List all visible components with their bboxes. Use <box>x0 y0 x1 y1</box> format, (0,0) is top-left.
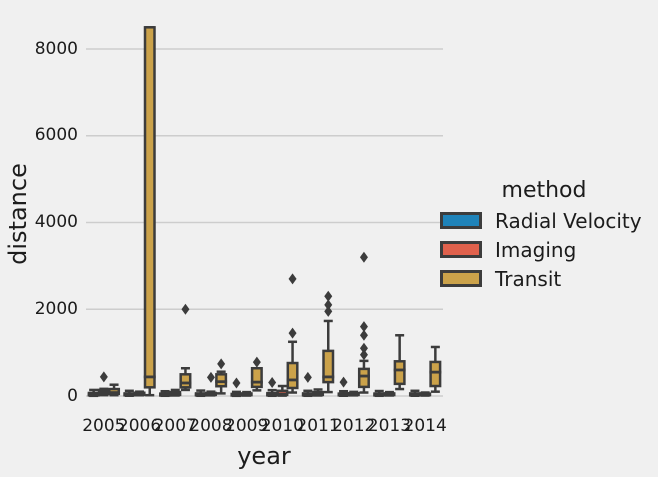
ytick-0: 0 <box>67 385 78 406</box>
legend-title: method <box>501 178 587 203</box>
box-radial-velocity-2010-outlier-0 <box>268 377 277 389</box>
box-transit-2007 <box>179 373 192 389</box>
box-transit-2013 <box>393 360 406 386</box>
legend-swatch-transit <box>440 270 482 287</box>
box-transit-2009-outlier-0 <box>252 356 261 368</box>
legend-swatch-radial-velocity <box>440 212 482 229</box>
box-transit-2008 <box>215 373 228 388</box>
box-transit-2006 <box>143 26 156 389</box>
legend-item-transit: Transit <box>440 266 648 291</box>
legend-label-transit: Transit <box>495 266 562 291</box>
box-transit-2009 <box>250 366 263 389</box>
box-transit-2011-outlier-0 <box>324 305 333 317</box>
box-imaging-2005-outlier-0 <box>99 371 108 383</box>
y-axis-label: distance <box>4 163 32 265</box>
box-transit-2012-outlier-1 <box>359 342 368 354</box>
box-transit-2012-outlier-0 <box>359 349 368 361</box>
ytick-4000: 4000 <box>34 212 78 232</box>
xtick-2008: 2008 <box>189 416 233 436</box>
box-transit-2011 <box>322 349 335 384</box>
box-transit-2012-outlier-4 <box>359 251 368 263</box>
xtick-2013: 2013 <box>367 416 412 436</box>
box-radial-velocity-2011-outlier-0 <box>303 371 312 383</box>
box-transit-2010-outlier-1 <box>288 273 297 285</box>
box-transit-2010 <box>286 361 299 390</box>
ytick-2000: 2000 <box>34 298 78 319</box>
box-transit-2012-outlier-3 <box>359 321 368 333</box>
legend: method Radial Velocity Imaging Transit <box>440 178 648 299</box>
box-transit-2011-outlier-2 <box>324 290 333 302</box>
legend-label-radial-velocity: Radial Velocity <box>495 208 642 233</box>
xtick-2010: 2010 <box>260 416 304 436</box>
box-transit-2012-outlier-2 <box>359 329 368 341</box>
box-imaging-2008-outlier-0 <box>206 371 215 383</box>
box-transit-2008-outlier-0 <box>217 358 226 370</box>
xtick-2009: 2009 <box>225 416 269 436</box>
x-axis-label: year <box>237 442 291 470</box>
box-transit-2011-outlier-1 <box>324 299 333 311</box>
legend-swatch-imaging <box>440 241 482 258</box>
xtick-2011: 2011 <box>296 416 340 436</box>
xtick-2005: 2005 <box>82 416 126 436</box>
legend-item-imaging: Imaging <box>440 237 648 262</box>
xtick-2012: 2012 <box>332 416 376 436</box>
xtick-2014: 2014 <box>403 416 447 436</box>
box-transit-2014 <box>429 360 442 388</box>
ytick-8000: 8000 <box>34 38 78 59</box>
xtick-2006: 2006 <box>117 416 162 436</box>
legend-item-radial-velocity: Radial Velocity <box>440 208 648 233</box>
box-radial-velocity-2009-outlier-0 <box>232 377 241 389</box>
box-transit-2010-outlier-0 <box>288 327 297 339</box>
box-transit-2007-outlier-0 <box>181 303 190 315</box>
box-transit-2012 <box>357 367 370 389</box>
ytick-6000: 6000 <box>34 125 78 146</box>
legend-label-imaging: Imaging <box>495 237 577 262</box>
xtick-2007: 2007 <box>153 416 197 436</box>
box-radial-velocity-2012-outlier-0 <box>339 376 348 388</box>
